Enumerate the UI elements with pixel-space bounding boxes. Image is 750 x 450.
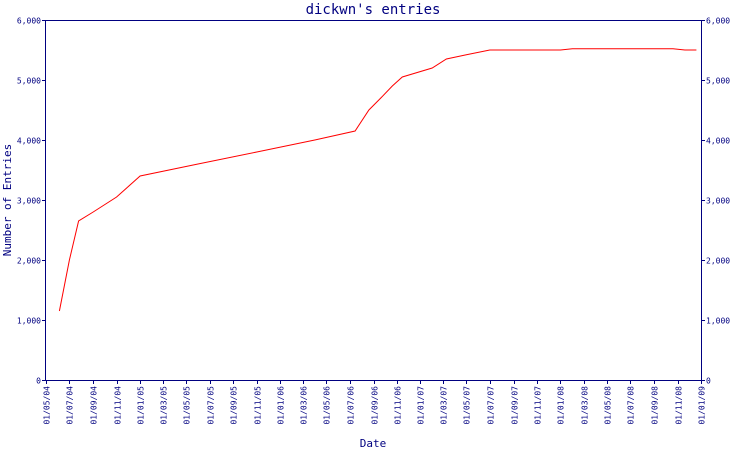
x-tick-label: 01/03/05 bbox=[160, 386, 169, 425]
x-tick-label: 01/11/05 bbox=[254, 386, 263, 425]
x-tick-label: 01/01/06 bbox=[277, 386, 286, 425]
x-tick-label: 01/09/08 bbox=[651, 386, 660, 425]
y-tick-label-right: 6,000 bbox=[706, 17, 730, 26]
x-tick-label: 01/05/07 bbox=[463, 386, 472, 425]
x-tick-label: 01/07/07 bbox=[487, 386, 496, 425]
x-tick-label: 01/11/08 bbox=[675, 386, 684, 425]
x-tick-label: 01/07/08 bbox=[627, 386, 636, 425]
y-axis-right: 0 1,000 2,000 3,000 4,000 5,000 6,000 bbox=[701, 17, 730, 386]
x-tick-label: 01/01/05 bbox=[137, 386, 146, 425]
x-tick-label: 01/11/07 bbox=[534, 386, 543, 425]
y-tick-label-left: 4,000 bbox=[17, 137, 41, 146]
y-tick-label-right: 3,000 bbox=[706, 197, 730, 206]
y-tick-label-left: 0 bbox=[36, 377, 41, 386]
x-tick-label: 01/09/06 bbox=[371, 386, 380, 425]
x-axis: 01/05/04 01/07/04 01/09/04 01/11/04 01/01/05… bbox=[43, 380, 707, 425]
y-axis-label: Number of Entries bbox=[1, 144, 14, 257]
x-tick-label: 01/07/06 bbox=[347, 386, 356, 425]
x-tick-label: 01/01/08 bbox=[557, 386, 566, 425]
x-axis-label: Date bbox=[360, 437, 387, 450]
x-tick-label: 01/05/06 bbox=[323, 386, 332, 425]
y-tick-label-left: 2,000 bbox=[17, 257, 41, 266]
x-tick-label: 01/05/08 bbox=[604, 386, 613, 425]
x-tick-label: 01/03/07 bbox=[440, 386, 449, 425]
chart-title: dickwn's entries bbox=[306, 2, 441, 18]
x-tick-label: 01/03/06 bbox=[300, 386, 309, 425]
plot-frame bbox=[45, 20, 702, 381]
x-tick-label: 01/11/06 bbox=[394, 386, 403, 425]
y-tick-label-right: 4,000 bbox=[706, 137, 730, 146]
x-tick-label: 01/07/05 bbox=[207, 386, 216, 425]
series-group bbox=[58, 48, 697, 312]
y-tick-label-right: 5,000 bbox=[706, 77, 730, 86]
series-line bbox=[58, 48, 697, 312]
x-tick-label: 01/03/08 bbox=[581, 386, 590, 425]
x-tick-label: 01/05/05 bbox=[183, 386, 192, 425]
y-tick-label-right: 1,000 bbox=[706, 317, 730, 326]
y-tick-label-left: 3,000 bbox=[17, 197, 41, 206]
x-tick-label: 01/09/04 bbox=[90, 386, 99, 425]
x-tick-label: 01/11/04 bbox=[114, 386, 123, 425]
y-tick-label-right: 0 bbox=[706, 377, 711, 386]
y-tick-label-left: 6,000 bbox=[17, 17, 41, 26]
y-tick-label-right: 2,000 bbox=[706, 257, 730, 266]
y-tick-label-left: 5,000 bbox=[17, 77, 41, 86]
x-tick-label: 01/09/05 bbox=[230, 386, 239, 425]
x-tick-label: 01/07/04 bbox=[66, 386, 75, 425]
y-axis-left: 0 1,000 2,000 3,000 4,000 5,000 6,000 bbox=[17, 17, 46, 386]
x-tick-label: 01/01/09 bbox=[698, 386, 707, 425]
x-tick-label: 01/05/04 bbox=[43, 386, 52, 425]
x-tick-label: 01/01/07 bbox=[417, 386, 426, 425]
x-tick-label: 01/09/07 bbox=[511, 386, 520, 425]
y-tick-label-left: 1,000 bbox=[17, 317, 41, 326]
